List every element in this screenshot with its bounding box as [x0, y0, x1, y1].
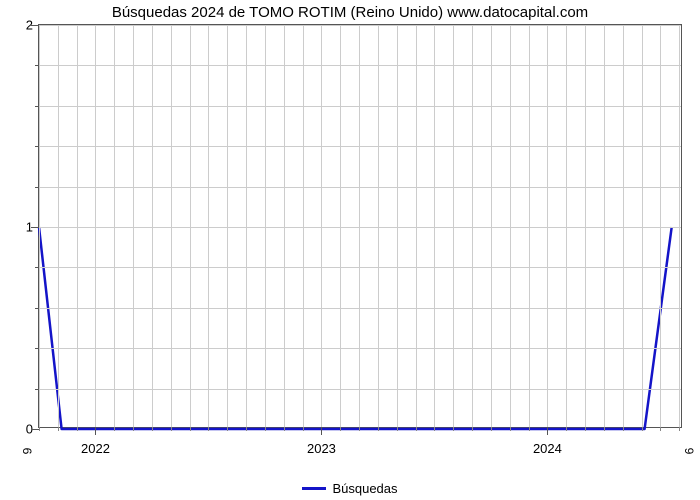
- grid-line-v: [529, 25, 530, 427]
- x-tick-minor: [491, 427, 492, 431]
- grid-line-v: [58, 25, 59, 427]
- grid-line-v: [642, 25, 643, 427]
- chart-title: Búsquedas 2024 de TOMO ROTIM (Reino Unid…: [0, 4, 700, 21]
- corner-left-label: 9: [20, 448, 34, 455]
- grid-line-v: [472, 25, 473, 427]
- x-tick-minor: [397, 427, 398, 431]
- grid-line-v: [340, 25, 341, 427]
- grid-line-v: [77, 25, 78, 427]
- x-tick-minor: [246, 427, 247, 431]
- legend-swatch: [302, 487, 326, 490]
- grid-line-v: [284, 25, 285, 427]
- grid-line-v: [604, 25, 605, 427]
- y-tick: [31, 25, 39, 26]
- grid-line-v: [510, 25, 511, 427]
- legend-item-busquedas: Búsquedas: [302, 481, 397, 496]
- grid-line-v: [190, 25, 191, 427]
- x-tick-minor: [171, 427, 172, 431]
- x-tick-minor: [340, 427, 341, 431]
- legend-label: Búsquedas: [332, 481, 397, 496]
- grid-line-v: [416, 25, 417, 427]
- x-tick-minor: [133, 427, 134, 431]
- plot-area: 012202220232024: [38, 24, 682, 428]
- grid-line-v: [321, 25, 322, 427]
- x-tick-minor: [265, 427, 266, 431]
- grid-line-v: [547, 25, 548, 427]
- x-tick-minor: [623, 427, 624, 431]
- grid-line-v: [265, 25, 266, 427]
- x-tick-minor: [284, 427, 285, 431]
- x-tick-minor: [510, 427, 511, 431]
- grid-line-v: [152, 25, 153, 427]
- x-tick-label: 2022: [81, 441, 110, 456]
- corner-right-label: 6: [682, 448, 696, 455]
- x-tick-minor: [416, 427, 417, 431]
- x-tick-minor: [77, 427, 78, 431]
- grid-line-v: [660, 25, 661, 427]
- grid-line-v: [566, 25, 567, 427]
- grid-line-v: [585, 25, 586, 427]
- x-tick-minor: [434, 427, 435, 431]
- x-tick-minor: [152, 427, 153, 431]
- x-tick-minor: [642, 427, 643, 431]
- y-tick: [31, 227, 39, 228]
- grid-line-v: [39, 25, 40, 427]
- grid-line-v: [397, 25, 398, 427]
- x-tick-minor: [604, 427, 605, 431]
- y-tick: [31, 429, 39, 430]
- x-tick-minor: [529, 427, 530, 431]
- x-tick-minor: [660, 427, 661, 431]
- grid-line-v: [434, 25, 435, 427]
- grid-line-v: [95, 25, 96, 427]
- grid-line-v: [491, 25, 492, 427]
- grid-line-v: [114, 25, 115, 427]
- grid-line-v: [679, 25, 680, 427]
- x-tick-minor: [227, 427, 228, 431]
- x-tick-minor: [453, 427, 454, 431]
- grid-line-v: [171, 25, 172, 427]
- x-tick-minor: [190, 427, 191, 431]
- grid-line-v: [453, 25, 454, 427]
- x-tick-minor: [378, 427, 379, 431]
- grid-line-v: [359, 25, 360, 427]
- x-tick-minor: [58, 427, 59, 431]
- x-tick-minor: [585, 427, 586, 431]
- x-tick: [547, 427, 548, 435]
- grid-line-v: [208, 25, 209, 427]
- x-tick-minor: [566, 427, 567, 431]
- grid-line-v: [303, 25, 304, 427]
- x-tick-minor: [472, 427, 473, 431]
- x-tick-minor: [114, 427, 115, 431]
- grid-line-v: [623, 25, 624, 427]
- x-tick-minor: [679, 427, 680, 431]
- x-tick: [95, 427, 96, 435]
- x-tick: [321, 427, 322, 435]
- chart-container: Búsquedas 2024 de TOMO ROTIM (Reino Unid…: [0, 0, 700, 500]
- x-tick-minor: [359, 427, 360, 431]
- x-tick-minor: [39, 427, 40, 431]
- grid-line-v: [246, 25, 247, 427]
- grid-line-v: [378, 25, 379, 427]
- x-tick-minor: [303, 427, 304, 431]
- legend: Búsquedas: [0, 478, 700, 496]
- grid-line-v: [133, 25, 134, 427]
- x-tick-minor: [208, 427, 209, 431]
- x-tick-label: 2024: [533, 441, 562, 456]
- x-tick-label: 2023: [307, 441, 336, 456]
- grid-line-v: [227, 25, 228, 427]
